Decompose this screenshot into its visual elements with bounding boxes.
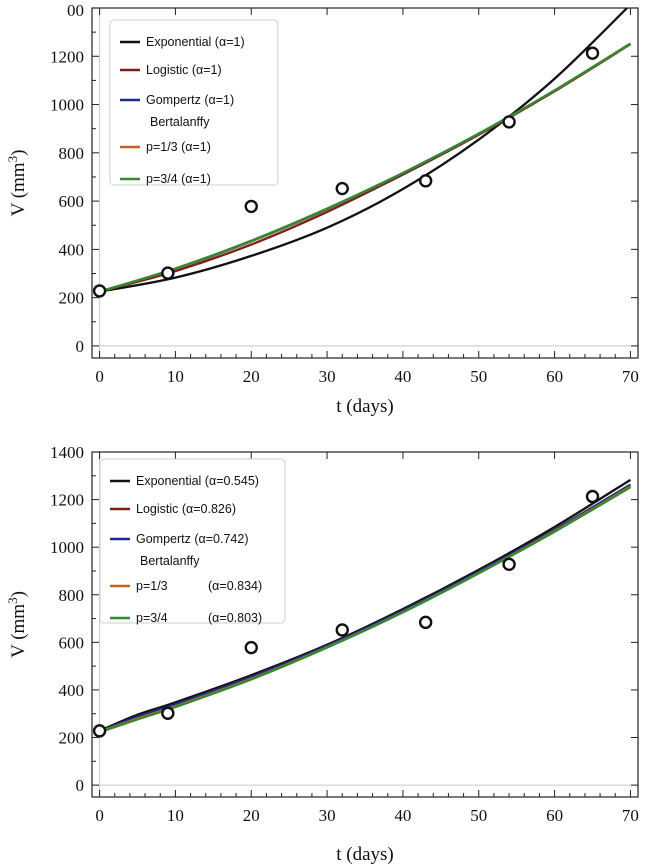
x-axis-title: t (days) [336, 844, 394, 865]
x-tick-label: 10 [167, 806, 184, 825]
legend-label: p=1/3 [136, 579, 168, 593]
x-tick-label: 60 [546, 806, 563, 825]
y-tick-label: 1200 [50, 491, 84, 510]
x-tick-label: 40 [394, 367, 411, 386]
observed-point [502, 115, 516, 129]
x-tick-label: 0 [95, 806, 104, 825]
legend-label: p=3/4 [136, 611, 168, 625]
y-tick-label: 400 [59, 681, 85, 700]
legend-label: Exponential (α=1) [146, 35, 245, 49]
legend-label: Logistic (α=1) [146, 63, 222, 77]
x-tick-label: 70 [622, 806, 639, 825]
y-axis-title-close: ) [8, 591, 29, 597]
legend: Exponential (α=0.545) Logistic (α=0.826) G… [99, 458, 286, 625]
x-tick-label: 30 [319, 367, 336, 386]
x-tick-label: 10 [167, 367, 184, 386]
y-tick-label: 600 [59, 192, 85, 211]
x-axis-title: t (days) [336, 396, 394, 417]
x-tick-label: 50 [470, 367, 487, 386]
y-tick-label: 400 [59, 240, 85, 259]
y-tick-label: 1000 [50, 96, 84, 115]
legend-box [99, 458, 286, 624]
series-group [99, 8, 632, 293]
legend-label: Exponential (α=0.545) [136, 474, 259, 488]
x-tick-label: 40 [394, 806, 411, 825]
y-tick-label: 0 [76, 337, 85, 356]
legend-alpha: (α=0.803) [208, 611, 262, 625]
y-axis-title: V (mm3) [5, 150, 29, 217]
observed-point [335, 181, 349, 196]
series-line-p-3-4 [99, 486, 631, 734]
observed-point [92, 284, 107, 298]
legend-label: Gompertz (α=1) [146, 93, 234, 107]
observed-point [244, 640, 258, 655]
observed-point [161, 706, 175, 720]
y-axis-title: V (mm3) [5, 591, 29, 658]
y-tick-label: 1400 [50, 443, 84, 462]
series-line-p-3-4 [99, 42, 632, 293]
observed-point [585, 489, 600, 504]
observed-point [244, 199, 258, 214]
y-axis-title-superscript: 3 [5, 597, 20, 604]
observed-point [335, 623, 349, 637]
legend-label: Logistic (α=0.826) [136, 502, 236, 516]
observed-point [418, 174, 433, 188]
x-tick-label: 70 [622, 367, 639, 386]
y-tick-label: 800 [59, 144, 85, 163]
series-line-exponential [99, 8, 629, 293]
legend-label: Gompertz (α=0.742) [136, 532, 248, 546]
legend-group-label: Bertalanffy [140, 554, 200, 568]
legend-label: p=3/4 (α=1) [146, 172, 211, 186]
chart-panel-2: 0 10 20 30 40 50 60 70 0 200 400 600 800 1000 1200 1400… [5, 443, 639, 865]
plot-frame [91, 451, 639, 798]
y-tick-label: 0 [76, 776, 85, 795]
plot-frame [91, 7, 639, 359]
y-tick-label: 1000 [50, 538, 84, 557]
y-tick-label: 800 [59, 586, 85, 605]
y-axis-title-main: V (mm [8, 162, 29, 216]
legend: Exponential (α=1) Logistic (α=1) Gompertz … [109, 19, 279, 186]
x-tick-label: 60 [546, 367, 563, 386]
legend-group-label: Bertalanffy [150, 115, 210, 129]
y-tick-label-clipped: 00 [67, 1, 84, 20]
x-tick-label: 20 [243, 806, 260, 825]
y-axis-title-superscript: 3 [5, 156, 20, 163]
observed-point [585, 46, 600, 60]
x-tick-label: 30 [319, 806, 336, 825]
legend-label: p=1/3 (α=1) [146, 140, 211, 154]
x-tick-label: 50 [470, 806, 487, 825]
legend-box [109, 19, 279, 186]
observed-point [418, 615, 433, 630]
series-line-gompertz [99, 483, 632, 733]
y-tick-label: 600 [59, 633, 85, 652]
y-tick-label: 200 [59, 729, 85, 748]
legend-alpha: (α=0.834) [208, 579, 262, 593]
observed-point [161, 266, 175, 280]
series-group [99, 478, 632, 734]
observed-point [502, 557, 516, 572]
y-tick-label: 1200 [50, 47, 84, 66]
x-tick-label: 20 [243, 367, 260, 386]
y-axis-title-close: ) [8, 150, 29, 156]
y-tick-label: 200 [59, 289, 85, 308]
chart-panel-1: 0 10 20 30 40 50 60 70 0 200 400 600 800 1000 1200 00 t … [5, 1, 639, 417]
x-tick-label: 0 [95, 367, 104, 386]
observed-point [92, 724, 107, 738]
y-axis-title-main: V (mm [8, 604, 29, 658]
